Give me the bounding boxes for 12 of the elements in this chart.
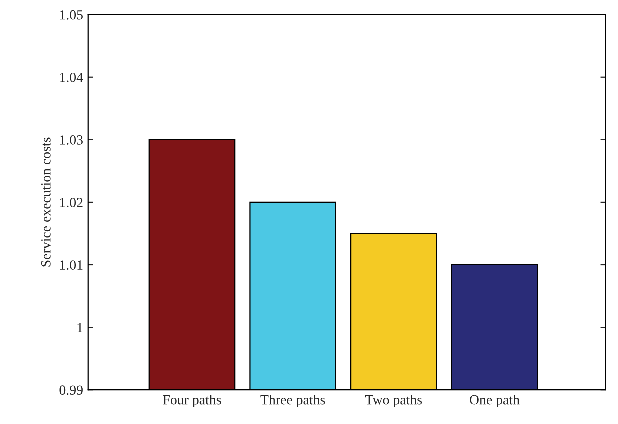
- y-tick-label: 1.03: [60, 136, 83, 145]
- y-tick-label: 1.01: [60, 260, 83, 270]
- x-tick-label: One path: [470, 394, 520, 408]
- x-tick-label: Two paths: [366, 394, 422, 408]
- y-tick-label: 1.04: [60, 72, 84, 82]
- y-tick-label: 1.02: [60, 198, 83, 208]
- x-tick-label: Four paths: [163, 394, 222, 408]
- y-tick-label: 0.99: [60, 386, 83, 396]
- y-axis-title: Service execution costs: [41, 138, 51, 267]
- y-tick-label: 1.05: [60, 10, 83, 20]
- y-tick-label: 1: [78, 323, 83, 332]
- x-tick-label: Three paths: [260, 394, 326, 408]
